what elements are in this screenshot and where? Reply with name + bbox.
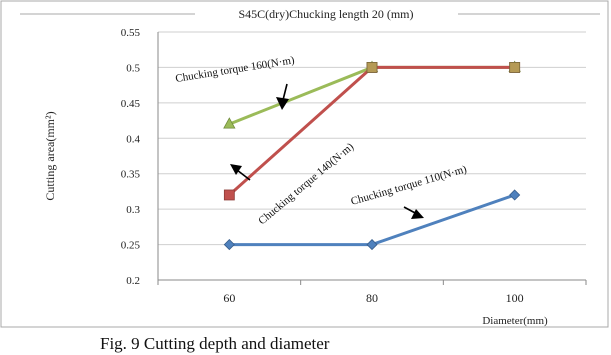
y-tick-label: 0.55 (121, 27, 141, 39)
data-point-square-overlap (366, 62, 378, 73)
data-point-square-overlap (509, 62, 521, 73)
figure-caption: Fig. 9 Cutting depth and diameter (100, 334, 330, 353)
annotation-arrow-140 (236, 169, 251, 181)
data-point-diamond (366, 239, 378, 251)
y-tick-label: 0.4 (126, 133, 140, 145)
chart-title: S45C(dry)Chucking length 20 (mm) (239, 7, 414, 21)
annotation-arrowhead-160 (276, 97, 289, 110)
data-point-triangle (223, 117, 236, 129)
data-point-diamond (223, 239, 235, 251)
y-tick-label: 0.25 (121, 240, 141, 252)
y-tick-label: 0.5 (126, 62, 140, 74)
chart-container: S45C(dry)Chucking length 20 (mm) 0.2 0.25 0… (0, 0, 609, 328)
annotation-arrowhead-110 (411, 209, 424, 219)
y-axis-label: Cutting area(mm²) (43, 111, 57, 200)
data-point-diamond (509, 189, 521, 201)
y-tick-label: 0.45 (121, 98, 141, 110)
x-tick-label: 60 (223, 291, 235, 305)
x-tick-label: 80 (366, 291, 378, 305)
y-tick-label: 0.35 (121, 169, 141, 181)
annotation-arrow-160 (282, 83, 288, 101)
annotation-arrowhead-140 (230, 164, 242, 175)
chart-border (0, 0, 609, 328)
line-chart: S45C(dry)Chucking length 20 (mm) 0.2 0.25 0… (0, 0, 609, 328)
x-tick-label: 100 (506, 291, 524, 305)
y-tick-label: 0.2 (126, 275, 140, 287)
y-tick-label: 0.3 (126, 204, 140, 216)
data-point-square (223, 189, 235, 201)
x-axis-label: Diameter(mm) (482, 315, 548, 327)
